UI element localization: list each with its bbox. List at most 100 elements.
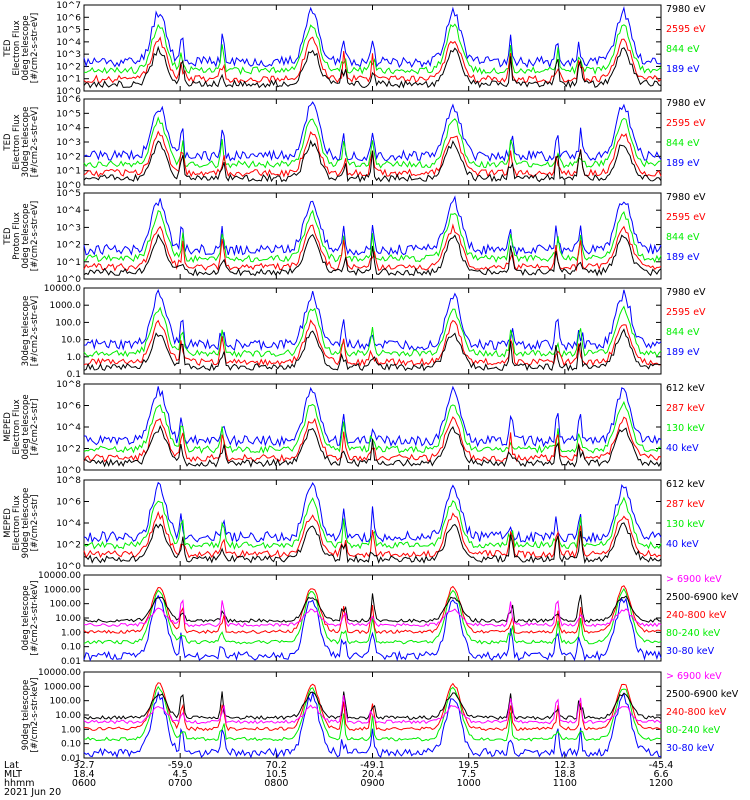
legend-entry: 130 keV	[666, 423, 705, 434]
y-tick-label: 10^0	[56, 562, 81, 572]
y-tick-label: 10^5	[56, 26, 81, 36]
legend-entry: > 6900 keV	[666, 574, 722, 585]
series-line-844-eV	[83, 23, 662, 76]
panel-meped_e90: 10^0 10^2 10^4 10^6 10^8 MEPED Electron Flux 90…	[3, 476, 705, 572]
x-axis-lat-value: 19.5	[458, 760, 479, 771]
series-line-189-eV	[83, 6, 662, 69]
series-line-2595-eV	[83, 223, 662, 272]
y-axis-label-line: 0deg telescope	[21, 203, 31, 268]
y-axis-label-line: 90deg telescope	[21, 488, 31, 559]
y-tick-label: 10^2	[56, 241, 81, 251]
y-tick-label: 0.01	[61, 657, 81, 667]
y-axis-label-line: Proton Flux	[12, 212, 22, 260]
series-line-240-800-keV	[83, 585, 662, 635]
y-axis-label-line: Electron Flux	[12, 495, 22, 550]
x-axis-mlt-value: 18.8	[554, 769, 575, 780]
series-line-2595-eV	[83, 130, 662, 178]
lat-row-label: Lat	[4, 760, 19, 771]
y-tick-label: 100.0	[55, 318, 81, 328]
y-tick-label: 10^0	[56, 466, 81, 476]
panel-ted_p0: 10^0 10^1 10^2 10^3 10^4 10^5 TED Proton Flux 0d…	[3, 189, 706, 285]
y-tick-label: 10^2	[56, 62, 81, 72]
y-tick-label: 10^6	[56, 498, 81, 508]
series-line-844-eV	[83, 305, 662, 358]
y-axis-label-line: [#/cm2-s-str-eV]	[30, 107, 40, 177]
legend-entry: 189 eV	[666, 252, 700, 263]
series-line--6900-keV	[83, 695, 662, 725]
x-axis-lat-value: 70.2	[266, 760, 287, 771]
legend-entry: 2595 eV	[666, 307, 706, 318]
legend-entry: > 6900 keV	[666, 671, 722, 682]
x-axis-hhmm-value: 0600	[72, 778, 96, 789]
legend-entry: 189 eV	[666, 158, 700, 169]
y-axis-label-line: 30deg telescope	[21, 296, 31, 367]
y-axis-label-line: 0deg telescope	[21, 585, 31, 650]
legend-entry: 2500-6900 keV	[666, 689, 739, 700]
series-line-7980-eV	[83, 139, 662, 183]
y-tick-label: 1.0	[67, 353, 82, 363]
legend-entry: 844 eV	[666, 232, 700, 243]
x-axis-lat-value: -49.1	[360, 760, 385, 771]
panel-meped_p0: 0.01 0.10 1.00 10.00 100.00 1000.00 10000.00 0d…	[21, 571, 739, 667]
legend-entry: 2595 eV	[666, 24, 706, 35]
y-tick-label: 10^4	[56, 38, 81, 48]
y-axis-label-line: Electron Flux	[12, 20, 22, 75]
y-tick-label: 10^6	[56, 13, 81, 23]
legend-entry: 844 eV	[666, 138, 700, 149]
y-tick-label: 10^0	[56, 87, 81, 97]
x-axis-hhmm-value: 1000	[457, 778, 481, 789]
x-axis-lat-value: -59.0	[168, 760, 193, 771]
series-line-7980-eV	[83, 328, 662, 372]
legend-entry: 287 keV	[666, 403, 705, 414]
y-tick-label: 10^3	[56, 223, 81, 233]
y-tick-label: 10^8	[56, 476, 81, 486]
y-axis-label-line: 0deg telescope	[21, 394, 31, 459]
y-axis-label-line: [#/cm2-s-str-eV]	[30, 296, 40, 366]
y-tick-label: 0.1	[67, 370, 81, 380]
series-line-130-keV	[83, 496, 662, 550]
y-tick-label: 100.00	[50, 600, 82, 610]
x-axis-lat-value: 12.3	[554, 760, 575, 771]
y-tick-label: 100.00	[50, 697, 82, 707]
series-line-2500-6900-keV	[83, 593, 662, 624]
y-tick-label: 10^8	[56, 380, 81, 390]
legend-entry: 130 keV	[666, 519, 705, 530]
series-line-7980-eV	[83, 233, 662, 277]
y-tick-label: 10^2	[56, 445, 81, 455]
y-tick-label: 10^1	[56, 75, 81, 85]
legend-entry: 80-240 keV	[666, 628, 721, 639]
series-line-240-800-keV	[84, 682, 662, 732]
legend-entry: 80-240 keV	[666, 725, 721, 736]
y-tick-label: 10^4	[56, 423, 81, 433]
legend-entry: 7980 eV	[666, 192, 706, 203]
y-axis-label-line: TED	[3, 39, 13, 58]
y-axis-label-line: Electron Flux	[12, 114, 22, 169]
series-line-30-80-keV	[83, 690, 662, 759]
legend-entry: 189 eV	[666, 64, 700, 75]
y-tick-label: 10.0	[61, 336, 81, 346]
legend-entry: 612 keV	[666, 479, 705, 490]
y-tick-label: 0.10	[61, 740, 81, 750]
series-line-30-80-keV	[83, 594, 662, 662]
y-tick-label: 10^4	[56, 206, 81, 216]
x-axis-lat-value: 32.7	[73, 760, 94, 771]
y-tick-label: 10000.00	[38, 571, 81, 581]
y-tick-label: 10^0	[56, 181, 81, 191]
series-line-189-eV	[83, 195, 662, 257]
y-tick-label: 0.01	[61, 754, 81, 764]
panel-ted_p30: 0.1 1.0 10.0 100.0 1000.0 10000.0 30deg telesc…	[21, 284, 706, 380]
y-tick-label: 1.00	[61, 725, 81, 735]
series-line-189-eV	[83, 288, 662, 352]
y-tick-label: 10.00	[55, 711, 81, 721]
x-axis-hhmm-value: 1100	[553, 778, 577, 789]
hhmm-row-label: hhmm	[4, 778, 35, 789]
panel-ted_e0: 10^0 10^1 10^2 10^3 10^4 10^5 10^6 10^7 TED Elect…	[3, 1, 706, 97]
panel-ted_e30: 10^0 10^1 10^2 10^3 10^4 10^5 10^6 TED Electron …	[3, 95, 706, 191]
series-line-2500-6900-keV	[83, 691, 662, 720]
panel-meped_e0: 10^0 10^2 10^4 10^6 10^8 MEPED Electron Flux 0d…	[3, 380, 705, 476]
y-tick-label: 10^0	[56, 275, 81, 285]
legend-entry: 7980 eV	[666, 4, 706, 15]
y-axis-label-line: [#/cm2-s-str-keV]	[30, 678, 40, 753]
